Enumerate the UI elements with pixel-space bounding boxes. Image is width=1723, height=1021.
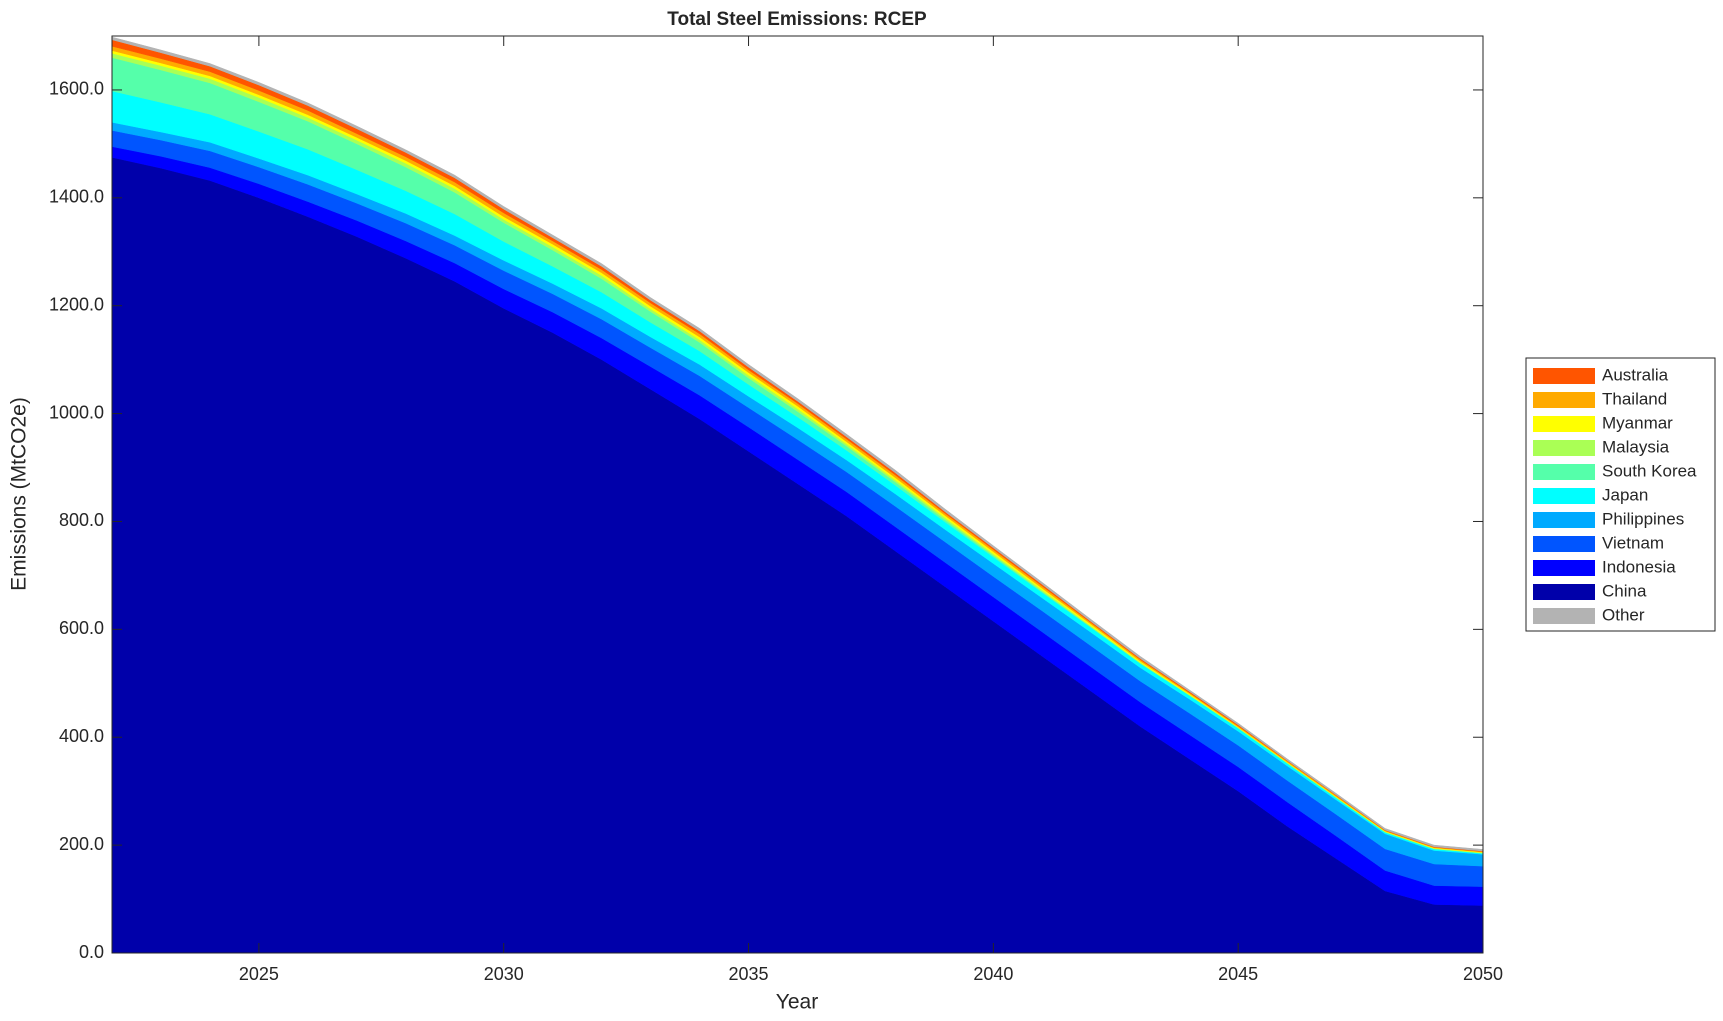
y-tick-label: 400.0 xyxy=(59,726,104,746)
legend-label: Australia xyxy=(1602,365,1669,384)
x-tick-label: 2030 xyxy=(484,964,524,984)
x-tick-label: 2050 xyxy=(1463,964,1503,984)
legend-swatch xyxy=(1533,584,1595,600)
y-tick-label: 1000.0 xyxy=(49,402,104,422)
legend-swatch xyxy=(1533,560,1595,576)
legend-swatch xyxy=(1533,392,1595,408)
x-tick-label: 2045 xyxy=(1218,964,1258,984)
legend-label: Other xyxy=(1602,605,1645,624)
legend-label: China xyxy=(1602,581,1647,600)
legend-swatch xyxy=(1533,536,1595,552)
x-tick-label: 2035 xyxy=(729,964,769,984)
area xyxy=(111,157,1484,954)
y-tick-label: 1600.0 xyxy=(49,79,104,99)
y-tick-label: 0.0 xyxy=(79,942,104,962)
legend-swatch xyxy=(1533,512,1595,528)
legend-swatch xyxy=(1533,608,1595,624)
legend-label: Vietnam xyxy=(1602,533,1664,552)
y-tick-label: 1400.0 xyxy=(49,187,104,207)
y-tick-label: 600.0 xyxy=(59,618,104,638)
x-tick-label: 2040 xyxy=(973,964,1013,984)
legend-swatch xyxy=(1533,464,1595,480)
y-tick-label: 1200.0 xyxy=(49,294,104,314)
legend-label: Myanmar xyxy=(1602,413,1673,432)
legend-swatch xyxy=(1533,488,1595,504)
legend-label: Japan xyxy=(1602,485,1648,504)
legend-swatch xyxy=(1533,440,1595,456)
legend-label: South Korea xyxy=(1602,461,1697,480)
legend-swatch xyxy=(1533,368,1595,384)
y-axis-label: Emissions (MtCO2e) xyxy=(8,397,31,591)
y-tick-label: 200.0 xyxy=(59,834,104,854)
x-axis-label: Year xyxy=(776,991,818,1014)
axes-box xyxy=(111,35,1484,954)
legend-label: Indonesia xyxy=(1602,557,1676,576)
legend-swatch xyxy=(1533,416,1595,432)
y-tick-label: 800.0 xyxy=(59,510,104,530)
legend-label: Philippines xyxy=(1602,509,1684,528)
chart-title: Total Steel Emissions: RCEP xyxy=(667,9,927,30)
legend-label: Thailand xyxy=(1602,389,1667,408)
plot-area xyxy=(111,36,1484,954)
x-tick-label: 2025 xyxy=(239,964,279,984)
legend-label: Malaysia xyxy=(1602,437,1670,456)
legend: Australia Thailand Myanmar Malaysia South Ko… xyxy=(1525,357,1716,632)
